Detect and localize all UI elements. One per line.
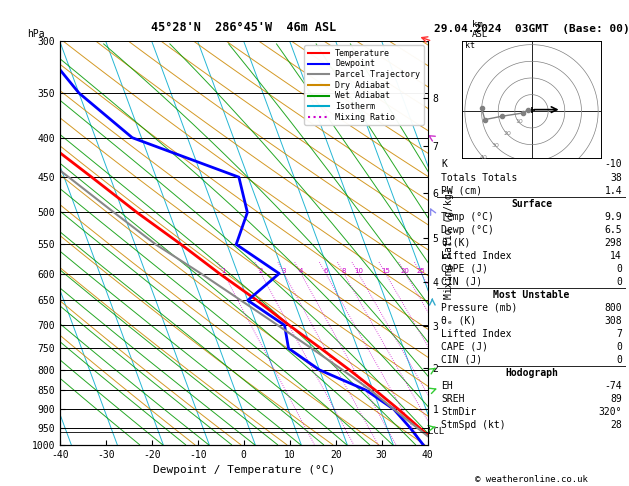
Text: EH: EH (441, 381, 453, 391)
Text: 8: 8 (342, 267, 346, 274)
Text: -10: -10 (604, 159, 622, 170)
Text: 1: 1 (221, 267, 226, 274)
Text: -74: -74 (604, 381, 622, 391)
Text: 0: 0 (616, 277, 622, 287)
Y-axis label: Mixing Ratio (g/kg): Mixing Ratio (g/kg) (444, 187, 454, 299)
Text: θₑ(K): θₑ(K) (441, 238, 470, 248)
Text: 29.04.2024  03GMT  (Base: 00): 29.04.2024 03GMT (Base: 00) (433, 24, 629, 34)
Text: Dewp (°C): Dewp (°C) (441, 225, 494, 235)
Text: StmDir: StmDir (441, 407, 476, 417)
Text: 320°: 320° (599, 407, 622, 417)
Text: Hodograph: Hodograph (505, 368, 558, 378)
X-axis label: Dewpoint / Temperature (°C): Dewpoint / Temperature (°C) (153, 465, 335, 475)
Text: StmSpd (kt): StmSpd (kt) (441, 420, 506, 430)
Text: 0: 0 (616, 355, 622, 365)
Text: PW (cm): PW (cm) (441, 186, 482, 195)
Text: 800: 800 (604, 303, 622, 313)
Text: 9.9: 9.9 (604, 211, 622, 222)
Text: 6.5: 6.5 (604, 225, 622, 235)
Text: 308: 308 (604, 316, 622, 326)
Text: 0: 0 (616, 342, 622, 352)
Text: SREH: SREH (441, 394, 464, 404)
Text: CAPE (J): CAPE (J) (441, 264, 488, 274)
Text: hPa: hPa (26, 29, 44, 39)
Text: kt: kt (465, 41, 475, 50)
Text: 45°28'N  286°45'W  46m ASL: 45°28'N 286°45'W 46m ASL (151, 21, 337, 34)
Text: CIN (J): CIN (J) (441, 277, 482, 287)
Text: 6: 6 (323, 267, 328, 274)
Text: 20: 20 (401, 267, 410, 274)
Text: 4: 4 (299, 267, 303, 274)
Text: Most Unstable: Most Unstable (493, 290, 570, 300)
Text: 89: 89 (610, 394, 622, 404)
Text: Surface: Surface (511, 199, 552, 208)
Text: CAPE (J): CAPE (J) (441, 342, 488, 352)
Text: 14: 14 (610, 251, 622, 260)
Text: Pressure (mb): Pressure (mb) (441, 303, 517, 313)
Legend: Temperature, Dewpoint, Parcel Trajectory, Dry Adiabat, Wet Adiabat, Isotherm, Mi: Temperature, Dewpoint, Parcel Trajectory… (304, 46, 423, 125)
Text: 1.4: 1.4 (604, 186, 622, 195)
Text: © weatheronline.co.uk: © weatheronline.co.uk (475, 474, 588, 484)
Text: Lifted Index: Lifted Index (441, 251, 511, 260)
Text: Temp (°C): Temp (°C) (441, 211, 494, 222)
Text: Totals Totals: Totals Totals (441, 173, 517, 183)
Text: 7: 7 (616, 329, 622, 339)
Text: LCL: LCL (428, 427, 445, 436)
Text: 3: 3 (282, 267, 286, 274)
Text: CIN (J): CIN (J) (441, 355, 482, 365)
Text: 28: 28 (610, 420, 622, 430)
Text: 15: 15 (381, 267, 390, 274)
Text: Lifted Index: Lifted Index (441, 329, 511, 339)
Text: 38: 38 (610, 173, 622, 183)
Text: 10: 10 (354, 267, 363, 274)
Text: θₑ (K): θₑ (K) (441, 316, 476, 326)
Text: 20: 20 (504, 131, 511, 136)
Text: 25: 25 (417, 267, 426, 274)
Text: K: K (441, 159, 447, 170)
Text: 0: 0 (616, 264, 622, 274)
Text: 40: 40 (479, 156, 487, 160)
Text: 10: 10 (516, 119, 523, 124)
Text: 298: 298 (604, 238, 622, 248)
Text: 2: 2 (259, 267, 263, 274)
Text: 30: 30 (492, 143, 499, 148)
Text: km
ASL: km ASL (472, 20, 488, 39)
